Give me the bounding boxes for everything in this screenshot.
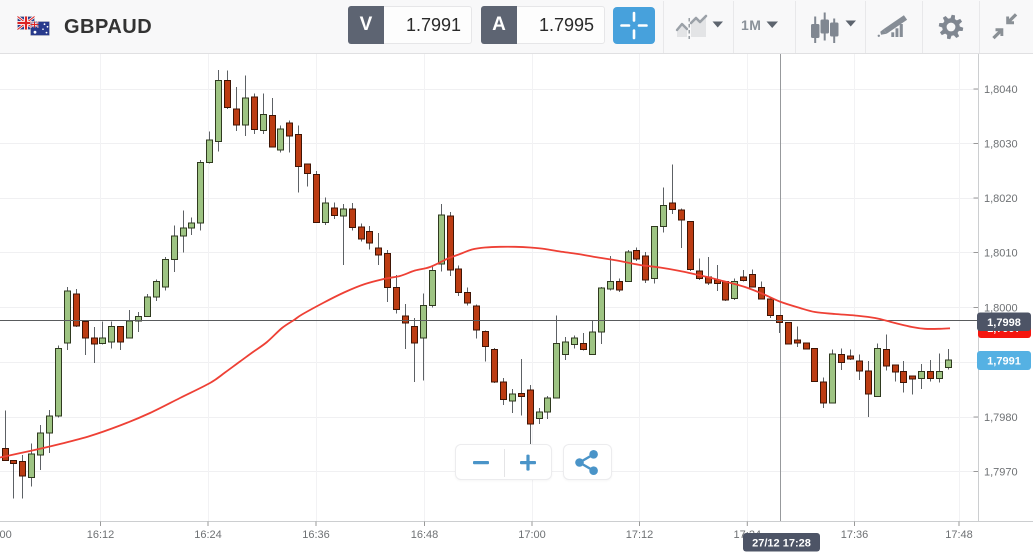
svg-text:17:12: 17:12 — [626, 529, 654, 541]
svg-text:1,8020: 1,8020 — [984, 193, 1018, 205]
svg-text:1,8010: 1,8010 — [984, 248, 1018, 260]
svg-text:00: 00 — [0, 529, 12, 541]
svg-text:1,7980: 1,7980 — [984, 412, 1018, 424]
svg-text:16:24: 16:24 — [194, 529, 222, 541]
svg-text:1,7998: 1,7998 — [987, 317, 1021, 329]
svg-text:16:48: 16:48 — [411, 529, 439, 541]
svg-text:16:36: 16:36 — [302, 529, 330, 541]
svg-text:27/12 17:28: 27/12 17:28 — [752, 538, 811, 550]
svg-text:1,7970: 1,7970 — [984, 467, 1018, 479]
svg-text:16:12: 16:12 — [87, 529, 115, 541]
svg-text:1,8030: 1,8030 — [984, 139, 1018, 151]
svg-text:17:36: 17:36 — [841, 529, 869, 541]
svg-text:17:00: 17:00 — [518, 529, 546, 541]
svg-text:1,8000: 1,8000 — [984, 303, 1018, 315]
svg-text:1,8040: 1,8040 — [984, 84, 1018, 96]
svg-text:17:48: 17:48 — [945, 529, 973, 541]
svg-text:1,7991: 1,7991 — [987, 356, 1021, 368]
